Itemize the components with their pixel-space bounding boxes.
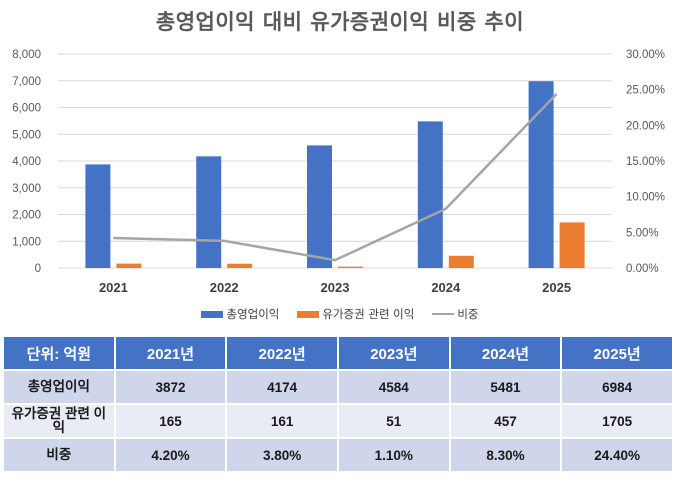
left-axis-tick-label: 2,000 bbox=[12, 210, 41, 222]
left-axis-tick-label: 0 bbox=[35, 263, 41, 275]
bar-securities-profit bbox=[116, 263, 142, 268]
table-cell: 165 bbox=[113, 403, 228, 439]
right-axis-tick-label: 20.00% bbox=[626, 120, 665, 132]
right-axis-tick-label: 25.00% bbox=[626, 85, 665, 97]
legend-label: 총영업이익 bbox=[226, 307, 280, 321]
left-axis-tick-label: 5,000 bbox=[12, 129, 41, 141]
combo-chart: 0 1,000 2,000 3,000 4,000 5,000 6,000 7,000 8,00… bbox=[12, 49, 665, 295]
gridlines bbox=[58, 53, 612, 269]
x-axis-tick-label: 2023 bbox=[321, 280, 350, 295]
legend-item-ratio: 비중 bbox=[432, 306, 479, 322]
table-header-year: 2022년 bbox=[225, 335, 339, 371]
right-axis-tick-label: 5.00% bbox=[626, 227, 659, 239]
legend-item-securities-profit: 유가증권 관련 이익 bbox=[297, 306, 414, 322]
ratio-line-layer bbox=[113, 93, 558, 262]
table-header-year: 2024년 bbox=[448, 335, 563, 371]
bar-total-operating-profit bbox=[417, 121, 443, 269]
legend-swatch-orange bbox=[297, 310, 320, 318]
table-cell: 3.80% bbox=[225, 437, 339, 473]
left-axis-tick-label: 6,000 bbox=[12, 103, 41, 115]
table-cell: 24.40% bbox=[560, 437, 674, 473]
table-cell: 457 bbox=[448, 403, 563, 439]
right-axis-tick-label: 15.00% bbox=[626, 156, 665, 168]
bar-securities-profit bbox=[338, 266, 363, 268]
bar-total-operating-profit bbox=[528, 81, 554, 268]
x-axis-tick-label: 2022 bbox=[210, 280, 239, 295]
left-axis: 0 1,000 2,000 3,000 4,000 5,000 6,000 7,000 8,00… bbox=[12, 49, 41, 275]
legend-label: 유가증권 관련 이익 bbox=[322, 307, 415, 321]
bars bbox=[85, 81, 585, 269]
row-label: 총영업이익 bbox=[2, 369, 116, 405]
table-row: 총영업이익 3872 4174 4584 5481 6984 bbox=[2, 369, 674, 405]
bar-total-operating-profit bbox=[85, 164, 111, 268]
left-axis-tick-label: 4,000 bbox=[12, 156, 41, 168]
table-row: 유가증권 관련 이익 165 161 51 457 1705 bbox=[2, 403, 674, 439]
table-cell: 4174 bbox=[225, 369, 339, 405]
x-axis-tick-label: 2025 bbox=[542, 280, 571, 295]
legend-swatch-blue bbox=[201, 310, 224, 318]
x-axis-tick-label: 2024 bbox=[431, 280, 461, 295]
legend-label: 비중 bbox=[457, 307, 479, 321]
table-cell: 161 bbox=[225, 403, 339, 439]
table-cell: 1705 bbox=[560, 403, 674, 439]
table-header-year: 2021년 bbox=[113, 335, 228, 371]
table-cell: 3872 bbox=[113, 369, 228, 405]
ratio-line bbox=[113, 93, 558, 262]
x-axis: 2021 2022 2023 2024 2025 bbox=[99, 280, 571, 295]
left-axis-tick-label: 8,000 bbox=[12, 49, 41, 61]
row-label: 유가증권 관련 이익 bbox=[2, 403, 116, 439]
row-label: 비중 bbox=[2, 437, 116, 473]
table-cell: 4584 bbox=[336, 369, 451, 405]
table-cell: 1.10% bbox=[336, 437, 451, 473]
bar-total-operating-profit bbox=[307, 145, 332, 268]
table-cell: 4.20% bbox=[113, 437, 228, 473]
table-header-year: 2025년 bbox=[560, 335, 674, 371]
left-axis-tick-label: 1,000 bbox=[12, 236, 41, 248]
table-cell: 51 bbox=[336, 403, 451, 439]
legend-item-total-operating-profit: 총영업이익 bbox=[201, 306, 279, 322]
table-cell: 5481 bbox=[448, 369, 563, 405]
bar-securities-profit bbox=[448, 255, 474, 268]
table-cell: 8.30% bbox=[448, 437, 563, 473]
legend-swatch-gray-line bbox=[432, 313, 455, 315]
table-row: 비중 4.20% 3.80% 1.10% 8.30% 24.40% bbox=[2, 437, 674, 473]
bar-securities-profit bbox=[559, 222, 585, 268]
right-axis-tick-label: 30.00% bbox=[626, 49, 665, 61]
right-axis-tick-label: 0.00% bbox=[626, 263, 659, 275]
right-axis: 0.00% 5.00% 10.00% 15.00% 20.00% 25.00% 30.00% bbox=[626, 49, 665, 275]
right-axis-tick-label: 10.00% bbox=[626, 192, 665, 204]
table-cell: 6984 bbox=[560, 369, 674, 405]
bar-total-operating-profit bbox=[196, 156, 222, 268]
data-table: 단위: 억원 2021년 2022년 2023년 2024년 2025년 총영업… bbox=[2, 335, 674, 473]
chart-legend: 총영업이익 유가증권 관련 이익 비중 bbox=[0, 306, 680, 322]
left-axis-tick-label: 3,000 bbox=[12, 183, 41, 195]
x-axis-tick-label: 2021 bbox=[99, 280, 128, 295]
bar-securities-profit bbox=[227, 263, 253, 268]
table-header-row: 단위: 억원 2021년 2022년 2023년 2024년 2025년 bbox=[2, 335, 674, 371]
table-header-year: 2023년 bbox=[336, 335, 451, 371]
table-header-unit: 단위: 억원 bbox=[2, 335, 116, 371]
left-axis-tick-label: 7,000 bbox=[12, 76, 41, 88]
chart-title: 총영업이익 대비 유가증권이익 비중 추이 bbox=[155, 10, 525, 34]
